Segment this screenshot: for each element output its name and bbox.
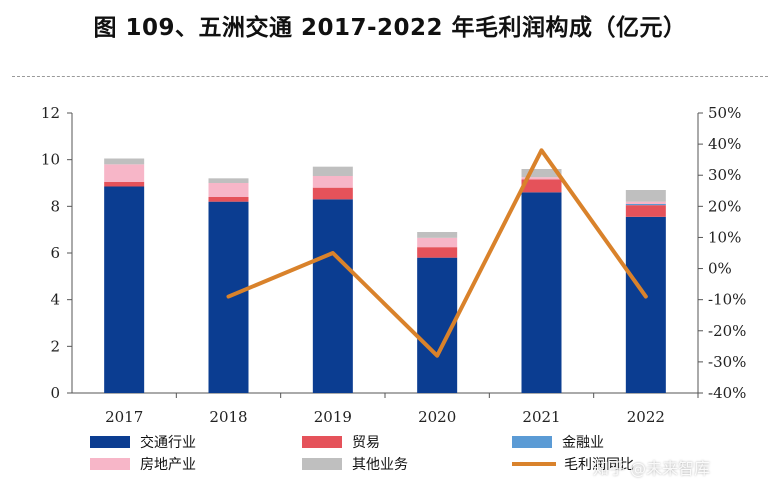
legend-swatch-金融业 bbox=[512, 436, 552, 448]
left-tick-label: 6 bbox=[50, 244, 60, 262]
legend-item-房地产业: 房地产业 bbox=[90, 454, 196, 474]
bar-segment-房地产业-2017 bbox=[104, 164, 145, 182]
bar-segment-其他业务-2020 bbox=[417, 232, 458, 238]
legend-label-房地产业: 房地产业 bbox=[140, 457, 196, 473]
bar-segment-其他业务-2017 bbox=[104, 158, 145, 165]
bar-segment-交通行业-2021 bbox=[521, 192, 562, 393]
bar-segment-房地产业-2018 bbox=[208, 183, 249, 197]
legend: 交通行业 贸易 金融业 房地产业 其他业务 毛利润同比 bbox=[90, 432, 780, 492]
bar-segment-其他业务-2021 bbox=[521, 169, 562, 178]
bar-segment-贸易-2022 bbox=[625, 205, 666, 217]
bar-segment-金融业-2022 bbox=[625, 204, 666, 206]
legend-label-贸易: 贸易 bbox=[352, 435, 380, 451]
bar-segment-房地产业-2020 bbox=[417, 237, 458, 248]
bar-segment-房地产业-2021 bbox=[521, 177, 562, 180]
left-tick-label: 0 bbox=[50, 384, 60, 402]
chart-canvas: 0 2 4 6 8 10 12 -40% -30% -20% -10% 0% 10% 20% 30% 40% 5… bbox=[41, 104, 747, 426]
watermark: 知乎 @未来智库 bbox=[593, 459, 711, 478]
line-layer bbox=[226, 148, 648, 358]
legend-swatch-毛利润同比 bbox=[512, 462, 556, 466]
right-tick-label: -30% bbox=[708, 353, 746, 371]
bar-segment-交通行业-2019 bbox=[312, 199, 353, 393]
legend-item-毛利润同比: 毛利润同比 bbox=[512, 454, 634, 474]
left-tick-label: 4 bbox=[50, 291, 60, 309]
x-tick-label: 2020 bbox=[418, 408, 456, 426]
x-tick-label: 2019 bbox=[314, 408, 352, 426]
bar-segment-其他业务-2018 bbox=[208, 178, 249, 183]
right-tick-label: 0% bbox=[708, 260, 732, 278]
legend-swatch-交通行业 bbox=[90, 436, 130, 448]
legend-label-其他业务: 其他业务 bbox=[352, 457, 408, 473]
bar-segment-交通行业-2017 bbox=[104, 186, 145, 393]
left-tick-label: 8 bbox=[50, 197, 60, 215]
right-tick-label: 40% bbox=[708, 135, 741, 153]
legend-label-毛利润同比: 毛利润同比 bbox=[564, 457, 634, 473]
left-tick-label: 2 bbox=[50, 337, 60, 355]
bar-segment-贸易-2018 bbox=[208, 197, 249, 202]
x-tick-label: 2022 bbox=[627, 408, 665, 426]
line-series-毛利润同比 bbox=[226, 148, 648, 358]
legend-item-交通行业: 交通行业 bbox=[90, 432, 196, 452]
right-tick-label: 10% bbox=[708, 228, 741, 246]
left-tick-label: 10 bbox=[41, 151, 60, 169]
right-tick-label: 20% bbox=[708, 197, 741, 215]
bar-segment-贸易-2017 bbox=[104, 181, 145, 187]
x-tick-label: 2021 bbox=[522, 408, 560, 426]
bar-segment-贸易-2021 bbox=[521, 179, 562, 193]
legend-swatch-贸易 bbox=[302, 436, 342, 448]
legend-item-贸易: 贸易 bbox=[302, 432, 380, 452]
bar-segment-贸易-2020 bbox=[417, 247, 458, 258]
bar-segment-交通行业-2022 bbox=[625, 216, 666, 393]
right-tick-label: -10% bbox=[708, 291, 746, 309]
bar-segment-其他业务-2022 bbox=[625, 190, 666, 202]
legend-item-其他业务: 其他业务 bbox=[302, 454, 408, 474]
bar-segment-房地产业-2019 bbox=[312, 176, 353, 188]
right-tick-label: 50% bbox=[708, 104, 741, 122]
ticks-layer: 0 2 4 6 8 10 12 -40% -30% -20% -10% 0% 10% 20% 30% 40% 5… bbox=[41, 104, 747, 426]
right-tick-label: 30% bbox=[708, 166, 741, 184]
chart-title: 图 109、五洲交通 2017-2022 年毛利润构成（亿元） bbox=[93, 15, 687, 41]
bars-layer bbox=[104, 158, 666, 393]
right-tick-label: -20% bbox=[708, 322, 746, 340]
bar-segment-其他业务-2019 bbox=[312, 166, 353, 176]
x-tick-label: 2018 bbox=[209, 408, 247, 426]
legend-item-金融业: 金融业 bbox=[512, 432, 604, 452]
legend-label-交通行业: 交通行业 bbox=[140, 435, 196, 451]
x-tick-label: 2017 bbox=[105, 408, 143, 426]
bar-segment-房地产业-2022 bbox=[625, 201, 666, 204]
right-tick-label: -40% bbox=[708, 384, 746, 402]
bar-segment-贸易-2019 bbox=[312, 187, 353, 200]
legend-label-金融业: 金融业 bbox=[562, 435, 604, 451]
axes-layer bbox=[67, 112, 703, 398]
legend-swatch-房地产业 bbox=[90, 458, 130, 470]
left-tick-label: 12 bbox=[41, 104, 60, 122]
legend-swatch-其他业务 bbox=[302, 458, 342, 470]
title-divider bbox=[12, 76, 768, 77]
